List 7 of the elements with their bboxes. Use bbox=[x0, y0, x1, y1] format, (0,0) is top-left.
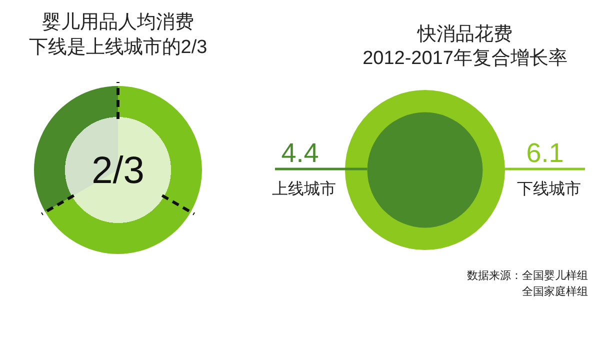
title: 快消品花费 bbox=[418, 24, 512, 45]
annotation: 全国家庭样组 bbox=[522, 286, 588, 298]
annotation: 数据来源：全国婴儿样组 bbox=[467, 270, 588, 282]
annotation: 2/3 bbox=[92, 150, 144, 192]
subtitle: 2012-2017年复合增长率 bbox=[362, 48, 568, 69]
subtitle: 下线是上线城市的2/3 bbox=[28, 37, 208, 58]
title: 婴儿用品人均消费 bbox=[42, 12, 194, 33]
